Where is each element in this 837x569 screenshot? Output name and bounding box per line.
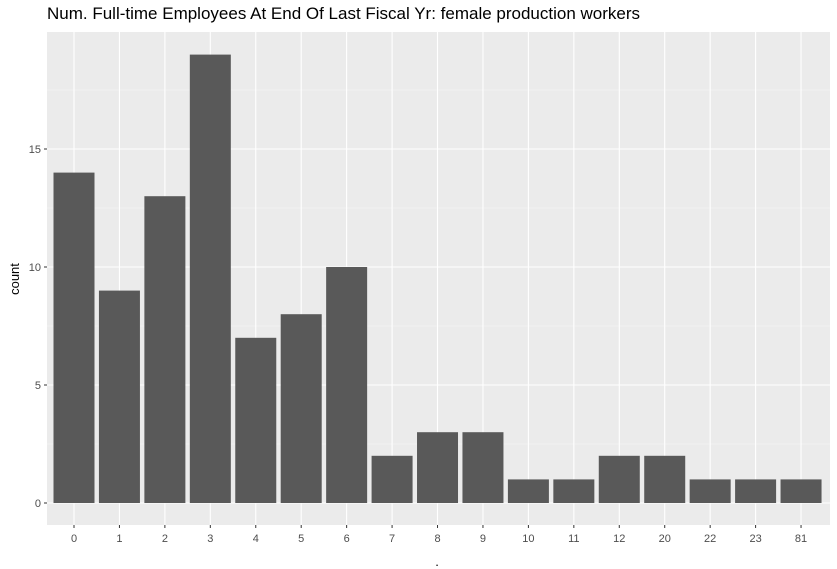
- x-tick-label: 9: [480, 533, 486, 545]
- y-axis: 0 5 10 15: [29, 144, 47, 510]
- bar-2: [144, 196, 186, 503]
- bar-4: [235, 337, 277, 503]
- y-tick-label: 5: [35, 380, 41, 392]
- bar-8: [417, 432, 459, 503]
- x-tick-label: 3: [207, 533, 213, 545]
- bar-9: [462, 432, 504, 503]
- bar-23: [735, 479, 777, 503]
- bar-20: [644, 455, 686, 503]
- bar-0: [53, 172, 95, 503]
- bar-22: [689, 479, 731, 503]
- bar-5: [280, 314, 322, 503]
- bar-3: [189, 54, 231, 503]
- bars: [53, 54, 822, 503]
- bar-1: [98, 290, 140, 503]
- x-tick-label: 8: [434, 533, 440, 545]
- x-axis: 0 1 2 3 4 5 6 7 8 9 10 11 12 20 22 23 81: [71, 525, 807, 545]
- bar-11: [553, 479, 595, 503]
- x-axis-title: .: [435, 554, 439, 569]
- x-tick-label: 6: [344, 533, 350, 545]
- x-tick-label: 7: [389, 533, 395, 545]
- bar-7: [371, 455, 413, 503]
- x-tick-label: 0: [71, 533, 77, 545]
- x-tick-label: 23: [749, 533, 761, 545]
- y-axis-title: count: [7, 263, 22, 295]
- x-tick-label: 2: [162, 533, 168, 545]
- x-tick-label: 20: [659, 533, 671, 545]
- bar-6: [326, 267, 368, 503]
- y-tick-label: 0: [35, 498, 41, 510]
- x-tick-label: 1: [116, 533, 122, 545]
- chart-title: Num. Full-time Employees At End Of Last …: [47, 4, 641, 23]
- x-tick-label: 81: [795, 533, 807, 545]
- x-tick-label: 4: [253, 533, 259, 545]
- x-tick-label: 11: [568, 533, 579, 545]
- x-tick-label: 12: [613, 533, 625, 545]
- bar-10: [507, 479, 549, 503]
- y-tick-label: 15: [29, 144, 41, 156]
- bar-81: [780, 479, 822, 503]
- x-tick-label: 10: [522, 533, 534, 545]
- x-tick-label: 5: [298, 533, 304, 545]
- bar-12: [598, 455, 640, 503]
- x-tick-label: 22: [704, 533, 716, 545]
- y-tick-label: 10: [29, 262, 41, 274]
